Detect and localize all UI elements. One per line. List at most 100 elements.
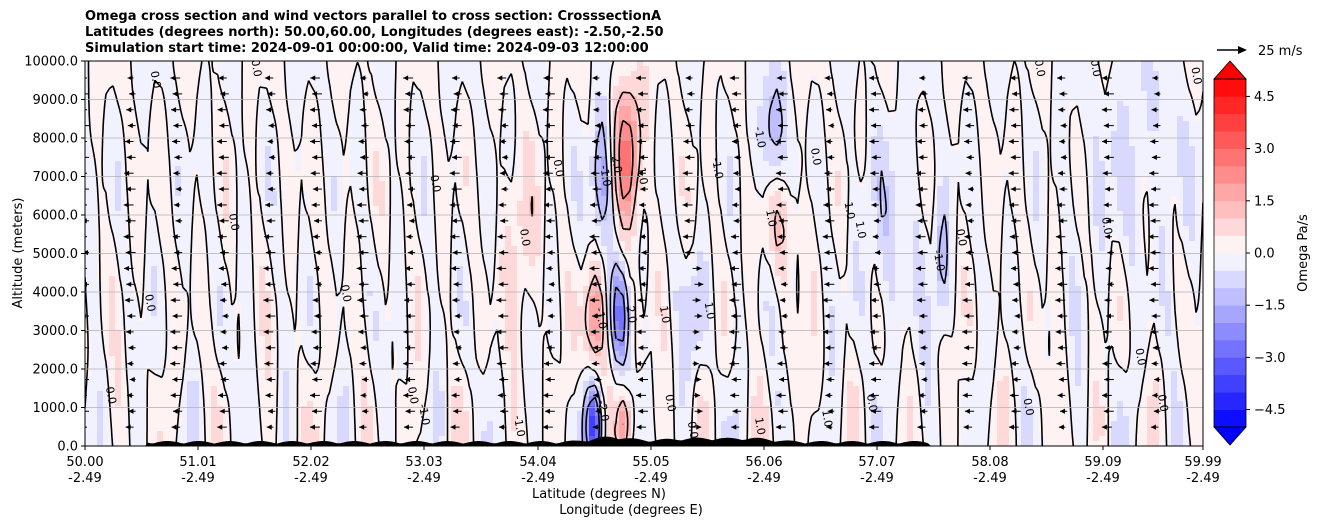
field-cell <box>1063 181 1070 187</box>
field-cell <box>691 156 698 162</box>
field-cell <box>259 166 266 172</box>
field-cell <box>151 86 158 92</box>
field-cell <box>859 106 866 112</box>
field-cell <box>391 61 398 67</box>
field-cell <box>187 106 194 112</box>
field-cell <box>277 161 284 167</box>
field-cell <box>541 111 548 117</box>
field-cell <box>283 71 290 77</box>
field-cell <box>1135 161 1142 167</box>
field-cell <box>1033 131 1040 137</box>
field-cell <box>649 101 656 107</box>
field-cell <box>1045 61 1052 67</box>
field-cell <box>1195 171 1202 177</box>
field-cell <box>169 146 176 152</box>
field-cell <box>901 96 908 102</box>
field-cell <box>727 166 734 172</box>
field-cell <box>841 71 848 77</box>
field-cell <box>1039 96 1046 102</box>
field-cell <box>913 61 920 67</box>
field-cell <box>229 151 236 157</box>
field-cell <box>835 186 842 192</box>
field-cell <box>229 186 236 192</box>
field-cell <box>349 126 356 132</box>
field-cell <box>385 91 392 97</box>
field-cell <box>925 156 932 162</box>
field-cell <box>1141 126 1148 132</box>
field-cell <box>829 146 836 152</box>
field-cell <box>589 106 596 112</box>
field-cell <box>709 126 716 132</box>
field-cell <box>985 76 992 82</box>
field-cell <box>295 156 302 162</box>
field-cell <box>295 81 302 87</box>
field-cell <box>853 101 860 107</box>
field-cell <box>727 91 734 97</box>
field-cell <box>1099 156 1106 162</box>
field-cell <box>1075 146 1082 152</box>
field-cell <box>811 91 818 97</box>
field-cell <box>775 66 782 72</box>
field-cell <box>373 81 380 87</box>
field-cell <box>325 91 332 97</box>
field-cell <box>397 126 404 132</box>
field-cell <box>289 101 296 107</box>
field-cell <box>1189 81 1196 87</box>
field-cell <box>901 131 908 137</box>
field-cell <box>757 151 764 157</box>
field-cell <box>691 181 698 187</box>
field-cell <box>175 81 182 87</box>
field-cell <box>547 76 554 82</box>
field-cell <box>679 136 686 142</box>
field-cell <box>121 61 128 67</box>
field-cell <box>205 96 212 102</box>
field-cell <box>241 96 248 102</box>
field-cell <box>91 106 98 112</box>
field-cell <box>331 126 338 132</box>
field-cell <box>793 71 800 77</box>
field-cell <box>1195 96 1202 102</box>
field-cell <box>343 121 350 127</box>
field-cell <box>175 111 182 117</box>
field-cell <box>859 81 866 87</box>
field-cell <box>157 161 164 167</box>
field-cell <box>1051 141 1058 147</box>
field-cell <box>295 101 302 107</box>
field-cell <box>943 136 950 142</box>
field-cell <box>937 171 944 177</box>
field-cell <box>391 86 398 92</box>
field-cell <box>631 71 638 77</box>
field-cell <box>841 181 848 187</box>
field-cell <box>559 106 566 112</box>
field-cell <box>1093 101 1100 107</box>
field-cell <box>643 76 650 82</box>
field-cell <box>1201 166 1203 172</box>
field-cell <box>787 131 794 137</box>
field-cell <box>1063 111 1070 117</box>
field-cell <box>1189 186 1196 192</box>
field-cell <box>541 101 548 107</box>
field-cell <box>199 126 206 132</box>
field-cell <box>907 156 914 162</box>
field-cell <box>307 121 314 127</box>
field-cell <box>655 121 662 127</box>
field-cell <box>187 91 194 97</box>
field-cell <box>91 101 98 107</box>
field-cell <box>1159 136 1166 142</box>
field-cell <box>187 126 194 132</box>
field-cell <box>403 101 410 107</box>
field-cell <box>1141 86 1148 92</box>
field-cell <box>871 131 878 137</box>
field-cell <box>1153 166 1160 172</box>
field-cell <box>1141 166 1148 172</box>
field-cell <box>841 106 848 112</box>
field-cell <box>1201 111 1203 117</box>
field-cell <box>91 86 98 92</box>
field-cell <box>1195 66 1202 72</box>
field-cell <box>571 111 578 117</box>
field-cell <box>643 61 650 67</box>
field-cell <box>499 121 506 127</box>
field-cell <box>577 96 584 102</box>
field-cell <box>349 146 356 152</box>
field-cell <box>289 81 296 87</box>
